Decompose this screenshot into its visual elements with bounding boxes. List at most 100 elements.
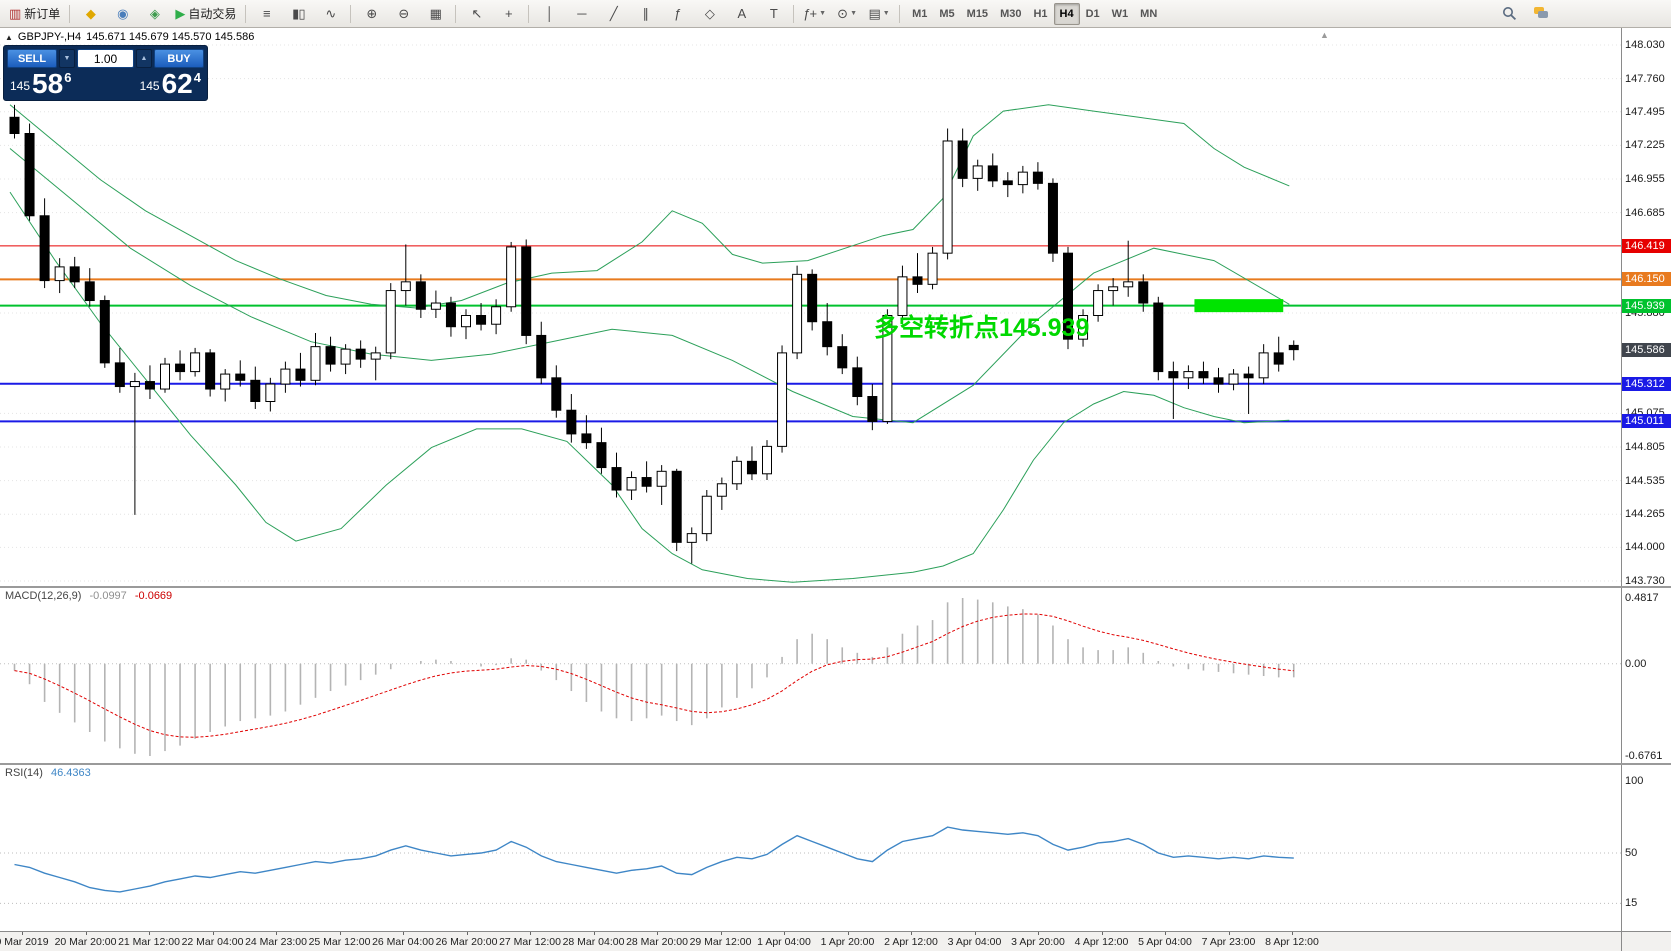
time-axis-tick <box>720 932 722 935</box>
price-scale[interactable]: 148.030 147.760 147.495 147.225 146.955 146.6… <box>1621 28 1671 587</box>
text-button[interactable]: A <box>726 2 756 26</box>
autotrading-button[interactable]: ▶ 自动交易 <box>171 2 240 26</box>
line-chart-icon: ∿ <box>325 6 336 21</box>
macd-canvas[interactable] <box>0 588 1621 763</box>
indicators-caret-icon: ▼ <box>819 10 827 17</box>
zoom-out-button[interactable]: ⊖ <box>388 2 418 26</box>
main-chart-row: ▲ GBPJPY-,H4 145.671 145.679 145.570 145… <box>0 28 1671 587</box>
price-badge: 146.419 <box>1622 238 1671 253</box>
chart-shift-marker-icon: ▲ <box>1320 30 1329 40</box>
shapes-icon: ◇ <box>704 6 715 21</box>
time-axis-label: 29 Mar 12:00 <box>689 936 752 948</box>
periods-button[interactable]: ⊙ ▼ <box>832 2 862 26</box>
price-scale-label: 144.000 <box>1625 541 1665 554</box>
time-axis-tick <box>1165 932 1166 935</box>
line-chart-button[interactable]: ∿ <box>315 2 345 26</box>
candlestick-chart-button[interactable]: ▮▯ <box>283 2 313 26</box>
macd-row: MACD(12,26,9) -0.0997 -0.0669 0.4817 0.00… <box>0 588 1671 763</box>
trendline-button[interactable]: ╱ <box>598 2 628 26</box>
fibonacci-button[interactable]: ƒ <box>662 2 692 26</box>
time-axis-label: 3 Apr 20:00 <box>1011 936 1065 948</box>
timeframe-m5-button[interactable]: M5 <box>939 7 955 20</box>
sell-button[interactable]: SELL <box>7 49 57 68</box>
price-scale-label: 144.805 <box>1625 441 1665 453</box>
shapes-button[interactable]: ◇ <box>694 2 724 26</box>
time-axis[interactable]: 0 Mar 2019 20 Mar 20:00 21 Mar 12:00 22 Mar… <box>0 931 1621 951</box>
arrows-button[interactable]: T <box>758 2 788 26</box>
search-button[interactable] <box>1494 2 1524 26</box>
community-button[interactable]: ◉ <box>107 2 137 26</box>
time-axis-tick <box>530 932 531 935</box>
price-badge: 145.011 <box>1622 414 1671 429</box>
buy-button[interactable]: BUY <box>154 49 204 68</box>
price-scale-label: 147.495 <box>1625 105 1665 118</box>
macd-panel[interactable]: MACD(12,26,9) -0.0997 -0.0669 <box>0 588 1621 763</box>
vertical-line-button[interactable]: │ <box>534 2 564 26</box>
timeframe-d1-button[interactable]: D1 <box>1085 7 1100 20</box>
rsi-row: RSI(14) 46.4363 100 50 15 <box>0 765 1671 931</box>
fibonacci-icon: ƒ <box>674 6 681 21</box>
bar-chart-button[interactable]: ≡ <box>251 2 281 26</box>
templates-button[interactable]: ▤ ▼ <box>864 2 894 26</box>
timeframe-m30-button[interactable]: M30 <box>1000 7 1022 20</box>
timeframe-group: M1 M5 M15 M30 H1 H4 D1 W1 MN <box>906 2 1163 25</box>
time-axis-tick <box>911 932 912 935</box>
time-axis-tick <box>1101 932 1103 935</box>
chart-expand-icon[interactable]: ▲ <box>5 32 13 42</box>
volume-increase-icon[interactable]: ▲ <box>136 49 152 68</box>
new-order-button[interactable]: ▥ 新订单 <box>5 2 64 26</box>
equidistant-channel-button[interactable]: ∥ <box>630 2 660 26</box>
cursor-button[interactable]: ↖ <box>461 2 491 26</box>
volume-decrease-icon[interactable]: ▼ <box>59 49 75 68</box>
price-chart-canvas[interactable] <box>0 28 1621 586</box>
rsi-panel[interactable]: RSI(14) 46.4363 <box>0 765 1621 931</box>
alerts-button[interactable]: ◈ <box>139 2 169 26</box>
rsi-canvas[interactable] <box>0 765 1621 931</box>
timeframe-h1-button[interactable]: H1 <box>1033 7 1048 20</box>
indicators-button[interactable]: ƒ+ ▼ <box>799 2 830 26</box>
tile-windows-button[interactable]: ▦ <box>420 2 450 26</box>
symbol-name: GBPJPY-,H4 <box>17 31 82 43</box>
time-axis-label: 7 Apr 23:00 <box>1201 936 1256 948</box>
panel-splitter[interactable] <box>0 586 1671 588</box>
time-axis-label: 3 Apr 04:00 <box>947 936 1002 948</box>
ask-pip-digit: 4 <box>193 70 201 85</box>
panel-splitter[interactable] <box>0 763 1671 765</box>
macd-main-value: -0.0997 <box>89 590 127 602</box>
price-badge: 145.312 <box>1622 376 1671 391</box>
equidistant-channel-icon: ∥ <box>642 6 649 21</box>
timeframe-m1-button[interactable]: M1 <box>912 7 928 20</box>
one-click-trading-panel: SELL ▼ ▲ BUY 145 58 6 145 62 4 <box>3 45 208 101</box>
time-axis-tick <box>212 932 214 935</box>
crosshair-icon: + <box>505 6 513 21</box>
timeframe-w1-button[interactable]: W1 <box>1111 7 1129 20</box>
timeframe-mn-button[interactable]: MN <box>1140 7 1158 20</box>
crosshair-button[interactable]: + <box>493 2 523 26</box>
mql5-button[interactable]: ◆ <box>75 2 105 26</box>
vertical-line-icon: │ <box>545 6 554 21</box>
time-axis-tick <box>276 932 277 935</box>
bid-prefix: 145 <box>10 79 31 93</box>
trendline-icon: ╱ <box>609 6 618 21</box>
symbol-info: ▲ GBPJPY-,H4 145.671 145.679 145.570 145… <box>5 31 254 43</box>
time-axis-label: 20 Mar 20:00 <box>54 936 117 948</box>
chat-button[interactable] <box>1526 2 1556 26</box>
horizontal-line-button[interactable]: ─ <box>566 2 596 26</box>
timeframe-h4-button[interactable]: H4 <box>1053 2 1080 25</box>
zoom-in-button[interactable]: ⊕ <box>356 2 386 26</box>
price-badge: 146.150 <box>1622 272 1671 287</box>
arrows-icon: T <box>769 6 778 21</box>
price-badge: 145.939 <box>1622 298 1671 313</box>
rsi-scale-label: 15 <box>1625 897 1638 910</box>
chat-icon <box>1533 7 1548 18</box>
rsi-scale[interactable]: 100 50 15 <box>1621 765 1671 931</box>
price-chart-panel[interactable]: ▲ GBPJPY-,H4 145.671 145.679 145.570 145… <box>0 28 1621 586</box>
price-scale-label: 148.030 <box>1625 39 1665 51</box>
search-icon <box>1502 7 1516 21</box>
ohlc-values: 145.671 145.679 145.570 145.586 <box>86 31 255 43</box>
volume-input[interactable] <box>77 49 134 68</box>
toolbar-right-group <box>1493 2 1557 26</box>
macd-scale[interactable]: 0.4817 0.00 -0.6761 <box>1621 588 1671 763</box>
timeframe-m15-button[interactable]: M15 <box>966 7 989 20</box>
horizontal-line-icon: ─ <box>577 6 586 21</box>
